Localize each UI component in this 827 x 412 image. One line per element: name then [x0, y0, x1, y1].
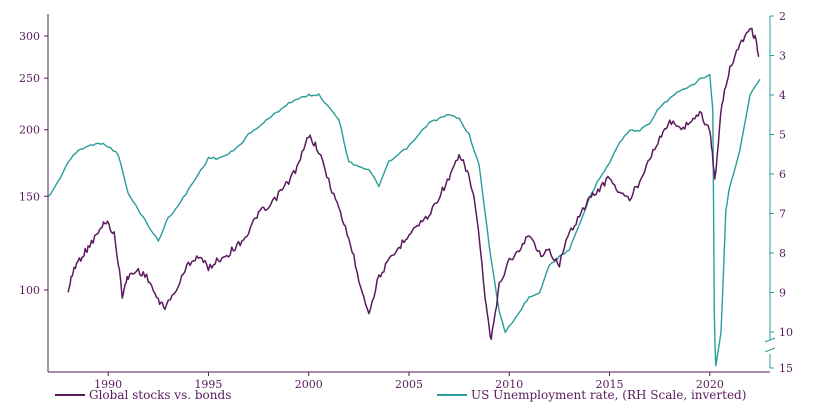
right-axis-tick-label: 2 [779, 10, 786, 23]
right-axis-tick-label: 6 [779, 168, 786, 181]
legend-label-stocks-bonds: Global stocks vs. bonds [89, 388, 232, 402]
legend: Global stocks vs. bonds US Unemployment … [0, 388, 827, 406]
right-axis-tick-label: 3 [779, 50, 786, 63]
x-axis-tick-label: 2000 [295, 378, 323, 391]
right-axis-tick-label: 7 [779, 208, 786, 221]
left-axis-tick-label: 200 [19, 124, 40, 137]
left-axis-tick-label: 250 [19, 72, 40, 85]
legend-swatch-stocks-bonds [55, 394, 85, 396]
legend-label-unemployment: US Unemployment rate, (RH Scale, inverte… [471, 388, 747, 402]
right-axis-tick-label: 4 [779, 89, 786, 102]
global-stocks-vs-bonds-line [67, 27, 760, 341]
x-axis-tick-label: 2010 [495, 378, 523, 391]
unemployment-rate-line [47, 73, 761, 367]
right-axis-tick-label: 10 [779, 326, 793, 339]
x-axis-tick-label: 1990 [94, 378, 122, 391]
left-axis-tick-label: 100 [19, 284, 40, 297]
legend-item-unemployment: US Unemployment rate, (RH Scale, inverte… [437, 388, 746, 402]
x-axis-tick-label: 2005 [395, 378, 423, 391]
left-axis-tick-label: 150 [19, 190, 40, 203]
right-axis-tick-label: 9 [779, 287, 786, 300]
right-axis-break-mark [764, 337, 776, 353]
right-axis-break-tick-label: 15 [779, 362, 793, 375]
right-axis-tick-label: 5 [779, 129, 786, 142]
left-axis-tick-label: 300 [19, 30, 40, 43]
x-axis-tick-label: 2015 [596, 378, 624, 391]
right-axis-tick-label: 8 [779, 247, 786, 260]
legend-item-stocks-bonds: Global stocks vs. bonds [55, 388, 231, 402]
x-axis-tick-label: 2020 [696, 378, 724, 391]
x-axis-tick-label: 1995 [194, 378, 222, 391]
legend-swatch-unemployment [437, 394, 467, 396]
